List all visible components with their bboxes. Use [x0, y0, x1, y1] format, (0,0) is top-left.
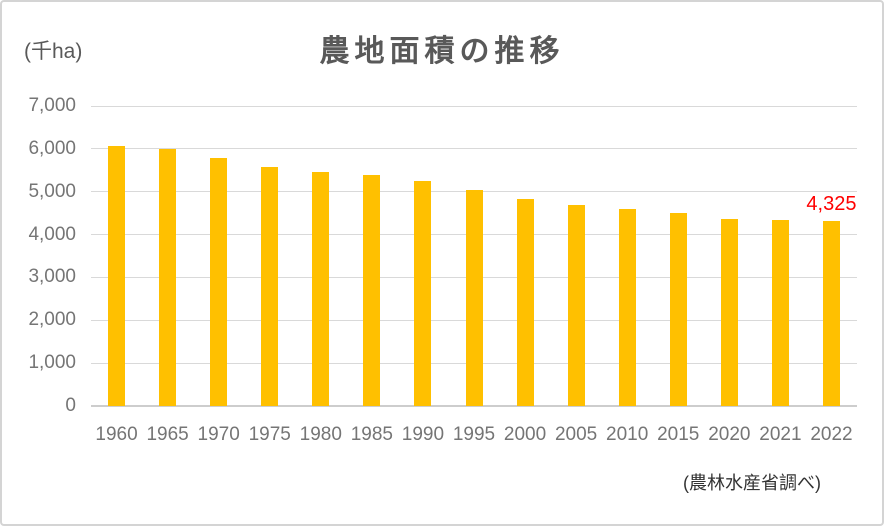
bar-2000 [516, 199, 534, 406]
x-tick-2005: 2005 [554, 424, 598, 445]
y-tick-4000: 4,000 [28, 223, 76, 245]
x-tick-1965: 1965 [146, 424, 189, 445]
y-tick-6000: 6,000 [28, 137, 76, 159]
data-label-2022: 4,325 [806, 192, 857, 215]
y-tick-1000: 1,000 [28, 352, 76, 374]
x-tick-2015: 2015 [657, 424, 700, 445]
x-tick-1980: 1980 [299, 424, 342, 445]
source-note: (農林水産省調べ) [683, 473, 821, 493]
y-tick-2000: 2,000 [28, 309, 76, 331]
bar-1985 [363, 175, 381, 406]
gridline-7000 [91, 105, 857, 107]
x-tick-1975: 1975 [248, 424, 291, 445]
bar-1965 [159, 148, 177, 406]
gridline-6000 [91, 148, 857, 150]
bar-1970 [210, 157, 228, 406]
x-tick-1990: 1990 [401, 424, 445, 445]
x-tick-2022: 2022 [810, 424, 853, 445]
bar-1975 [261, 167, 279, 406]
bar-1995 [465, 190, 483, 406]
y-tick-5000: 5,000 [28, 180, 76, 202]
bar-2022 [822, 220, 840, 406]
bar-2005 [567, 204, 585, 406]
bar-1990 [414, 181, 432, 406]
x-tick-2010: 2010 [606, 424, 649, 445]
x-tick-2000: 2000 [503, 424, 547, 445]
y-tick-7000: 7,000 [28, 95, 76, 116]
bar-1980 [312, 171, 330, 406]
bar-2010 [618, 209, 636, 406]
bar-1960 [108, 145, 126, 406]
plot-area: 4,325 [91, 105, 857, 407]
bar-2020 [720, 218, 738, 406]
y-axis-unit-label: (千ha) [24, 40, 83, 63]
x-tick-2020: 2020 [708, 424, 751, 445]
gridline-0 [91, 405, 857, 407]
x-tick-1970: 1970 [197, 424, 240, 445]
y-tick-0: 0 [65, 395, 76, 416]
chart-title: 農地面積の推移 [319, 35, 565, 68]
x-tick-1985: 1985 [350, 424, 393, 445]
x-tick-1960: 1960 [95, 424, 138, 445]
bar-2021 [771, 219, 789, 406]
bar-2015 [669, 213, 687, 406]
x-tick-1995: 1995 [452, 424, 496, 445]
y-tick-3000: 3,000 [28, 266, 76, 288]
x-tick-2021: 2021 [759, 424, 802, 445]
